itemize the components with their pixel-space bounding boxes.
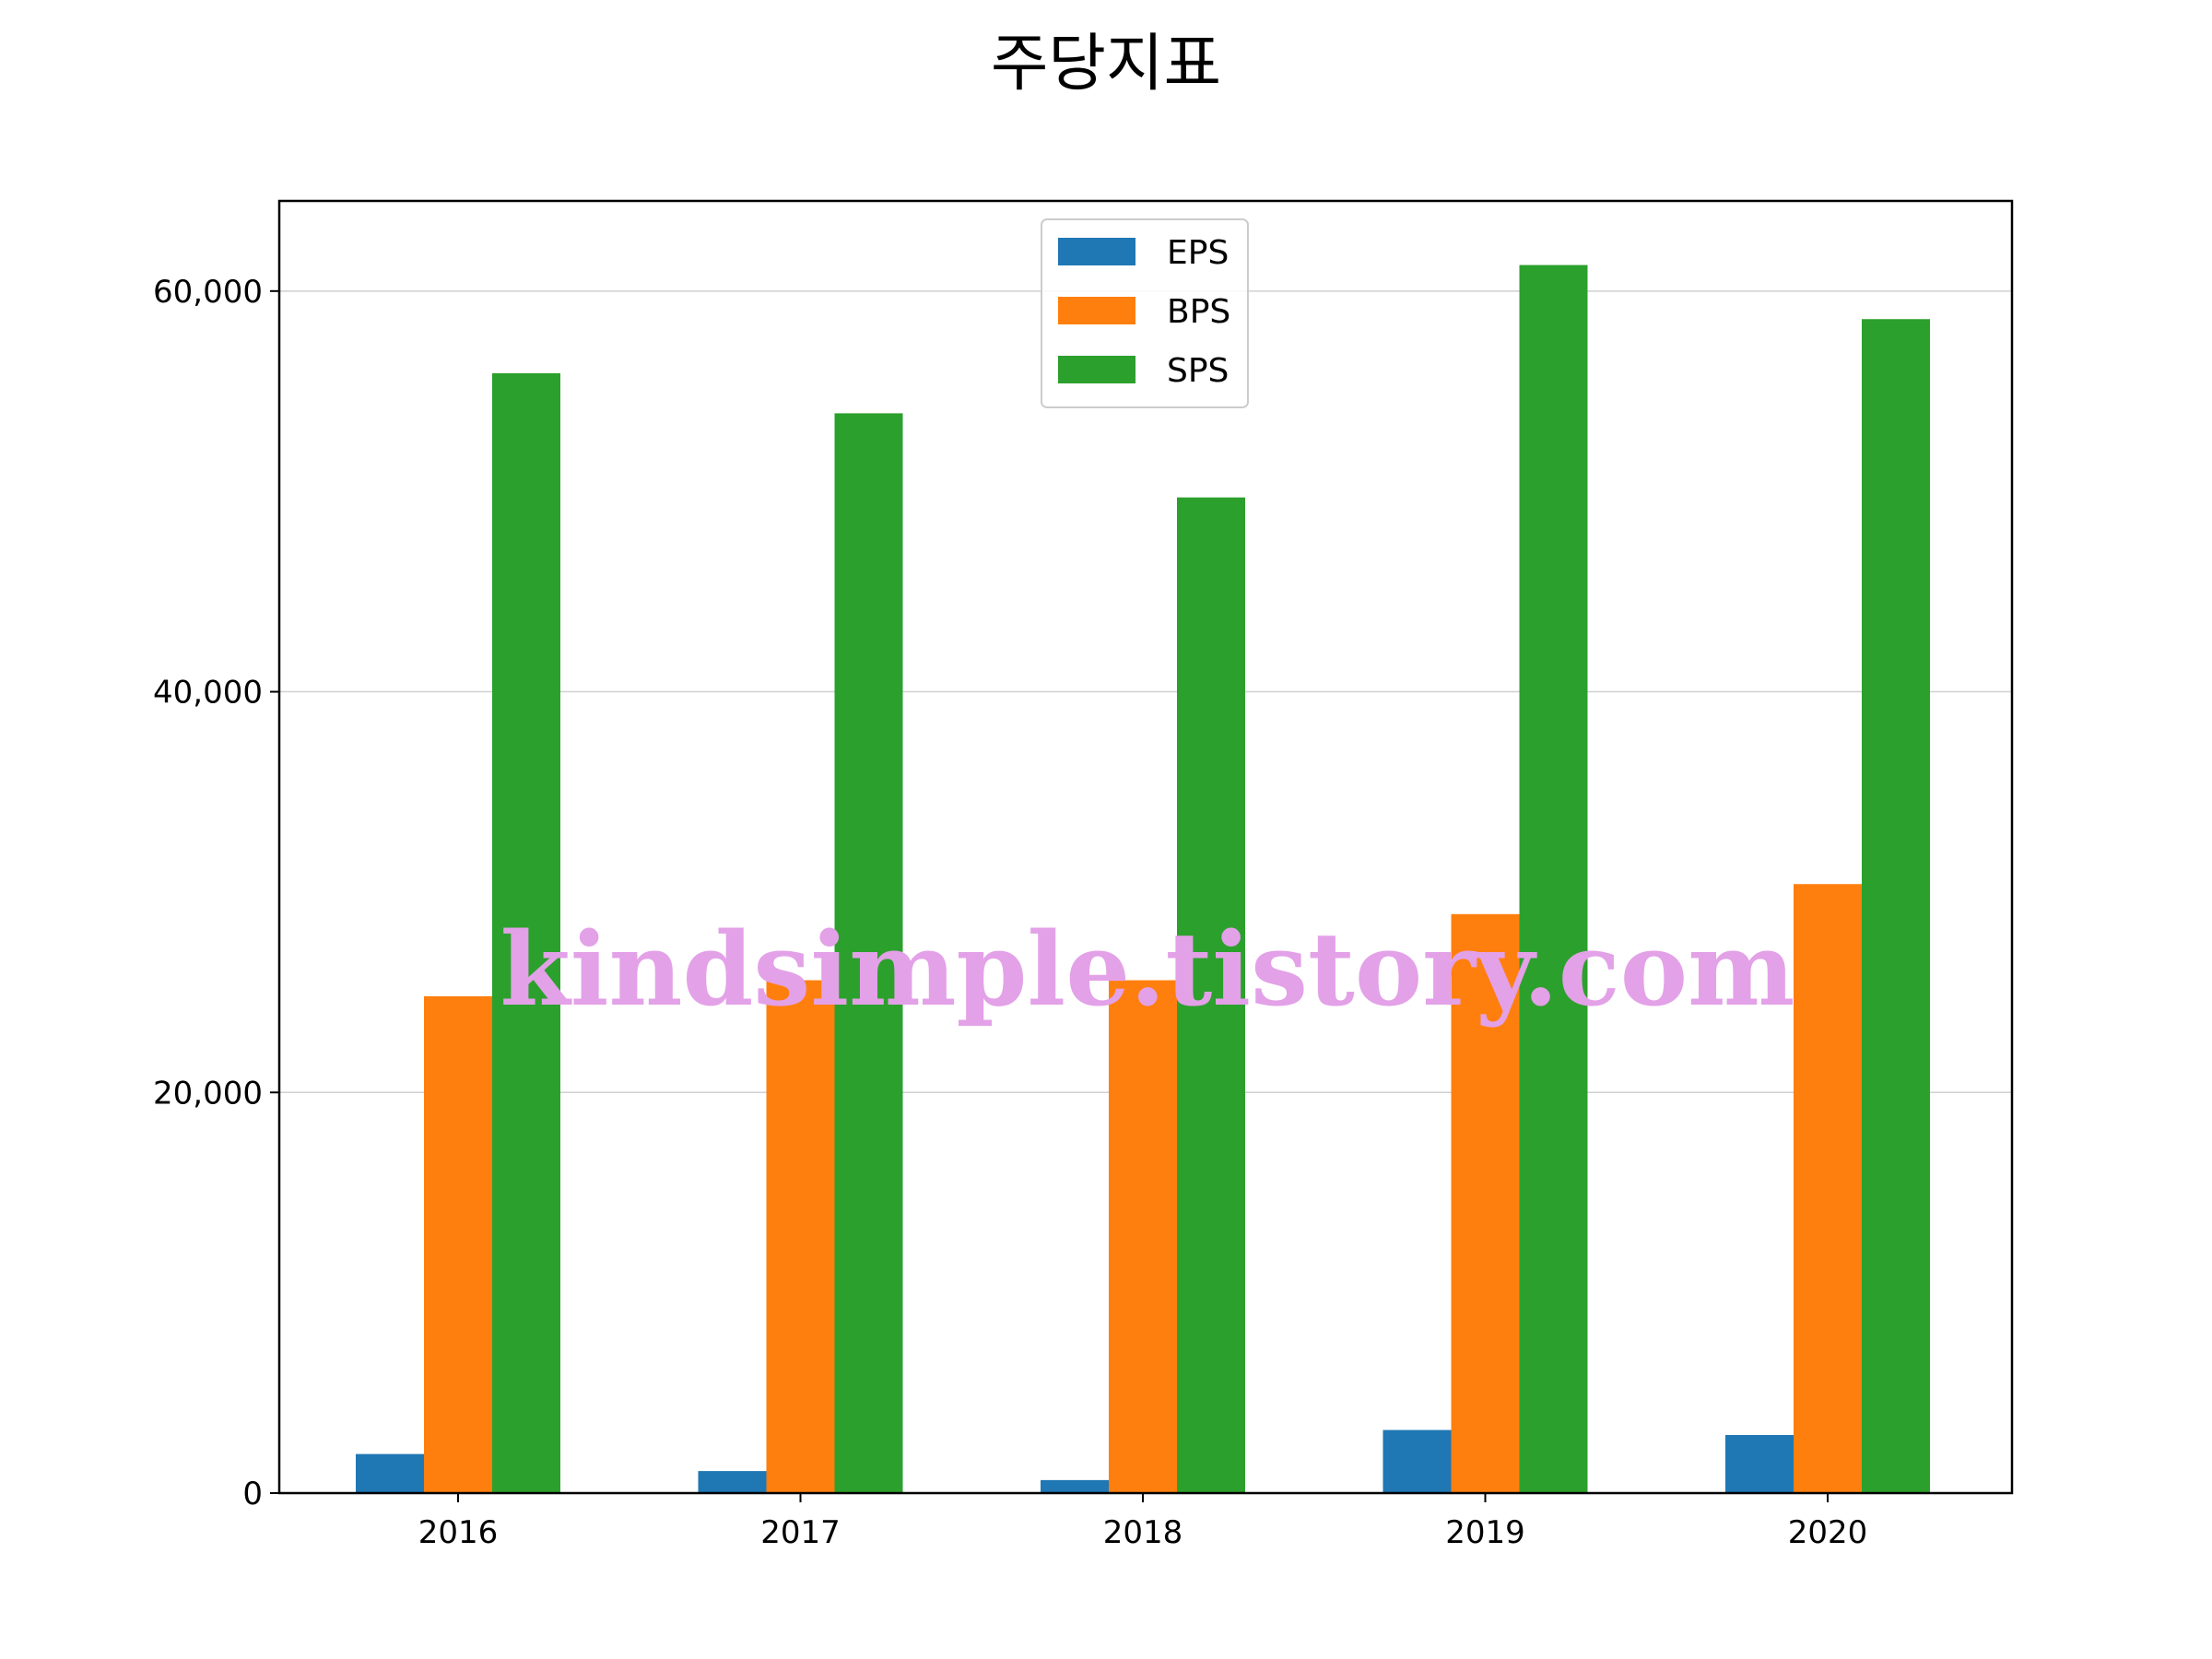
legend: EPS BPS SPS — [1041, 218, 1249, 408]
legend-swatch-eps — [1058, 238, 1135, 265]
bar-eps-2017 — [698, 1471, 767, 1493]
bar-bps-2020 — [1794, 884, 1862, 1493]
bar-bps-2017 — [766, 980, 835, 1493]
bar-bps-2016 — [424, 995, 492, 1493]
y-tick-label: 60,000 — [153, 274, 263, 311]
bar-sps-2020 — [1862, 319, 1930, 1493]
bar-bps-2019 — [1451, 913, 1520, 1493]
legend-swatch-sps — [1058, 356, 1135, 383]
bar-bps-2018 — [1109, 980, 1177, 1493]
watermark-text: kindsimple.tistory.com — [500, 910, 1795, 1029]
y-axis: 0 20,000 40,000 60,000 — [153, 274, 279, 1512]
chart-title: 주당지표 — [991, 28, 1221, 100]
bar-sps-2019 — [1519, 265, 1588, 1493]
x-tick-label: 2020 — [1788, 1514, 1868, 1551]
bar-eps-2016 — [356, 1453, 424, 1493]
bars — [356, 265, 1930, 1493]
bar-sps-2017 — [834, 413, 903, 1493]
y-tick-label: 0 — [242, 1476, 263, 1512]
legend-swatch-bps — [1058, 297, 1135, 324]
y-tick-label: 20,000 — [153, 1075, 263, 1112]
plot-frame — [277, 199, 2014, 1495]
x-tick-label: 2017 — [760, 1514, 841, 1551]
legend-label-eps: EPS — [1167, 234, 1229, 272]
x-tick-label: 2016 — [418, 1514, 499, 1551]
bar-sps-2016 — [492, 372, 560, 1493]
x-axis: 2016 2017 2018 2019 2020 — [418, 1493, 1868, 1551]
legend-label-sps: SPS — [1167, 352, 1229, 390]
bar-eps-2019 — [1382, 1430, 1452, 1493]
bar-eps-2018 — [1041, 1479, 1109, 1493]
x-tick-label: 2018 — [1103, 1514, 1183, 1551]
legend-label-bps: BPS — [1167, 293, 1230, 331]
y-tick-label: 40,000 — [153, 675, 263, 712]
bar-eps-2020 — [1725, 1434, 1794, 1493]
bar-sps-2018 — [1177, 497, 1245, 1493]
x-tick-label: 2019 — [1445, 1514, 1525, 1551]
